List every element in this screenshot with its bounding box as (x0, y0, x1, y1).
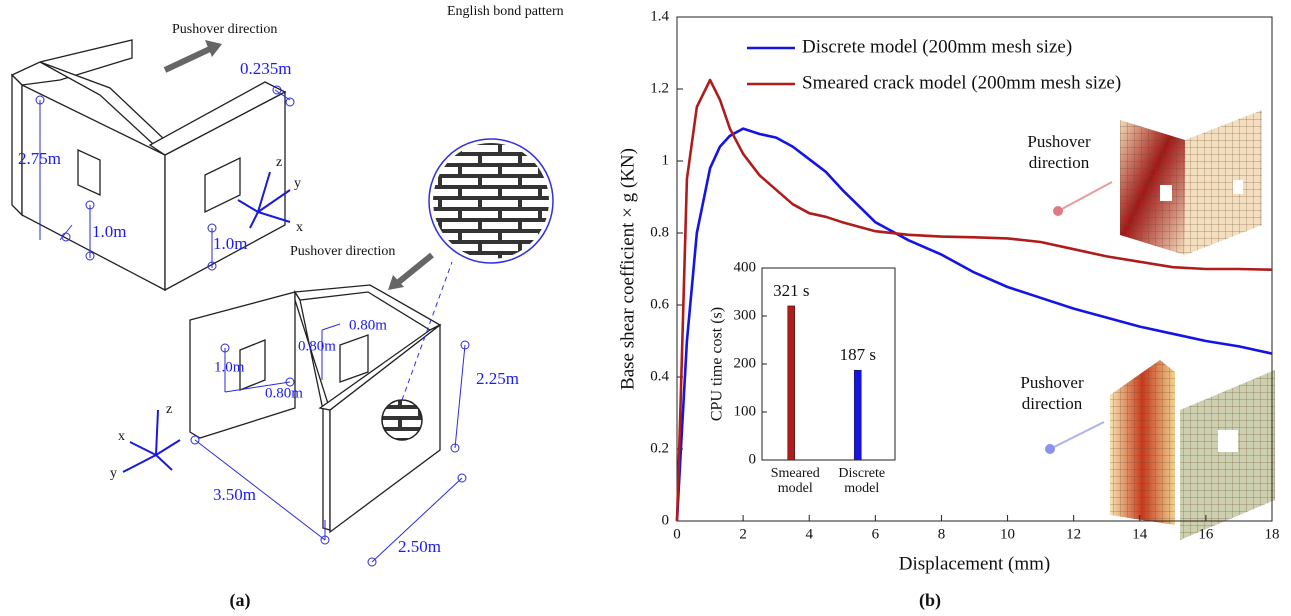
y-tick-label: 400 (734, 259, 757, 275)
y-tick-label: 100 (734, 403, 757, 419)
y-tick-label: 0.4 (650, 368, 669, 384)
x-tick-label: 0 (673, 526, 681, 542)
dimension-label: 2.50m (398, 537, 441, 556)
x-axis-title: Displacement (mm) (899, 553, 1050, 574)
panel-label: (b) (919, 590, 941, 611)
plot-frame (761, 267, 896, 461)
y-tick-label: 1.4 (650, 8, 669, 24)
bottom-building (122, 138, 554, 567)
x-tick-label: Discrete model (838, 466, 885, 496)
dimension-label: 0.80m (298, 338, 336, 354)
y-tick-label: 0.8 (650, 224, 669, 240)
dimension-label: 1.0m (92, 222, 126, 241)
bar (853, 369, 862, 461)
y-tick-label: 1 (662, 152, 670, 168)
annotation: Pushover direction (1027, 132, 1091, 172)
axis-label: y (294, 176, 301, 191)
top-building (10, 39, 295, 292)
x-tick-label: 4 (805, 526, 813, 542)
axis-label: y (110, 466, 117, 481)
axis-label: z (276, 155, 282, 170)
axis-label: x (296, 220, 303, 235)
dimension-label: 2.75m (18, 149, 61, 168)
y-tick-label: 1.2 (650, 80, 669, 96)
x-tick-label: 6 (872, 526, 880, 542)
dimension-label: 3.50m (213, 485, 256, 504)
pushover-label: Pushover direction (172, 22, 277, 37)
dimension-label: 1.0m (213, 234, 247, 253)
mesh-illustration (1045, 110, 1275, 540)
y-tick-label: 200 (734, 355, 757, 371)
axis-label: x (118, 429, 125, 444)
dimension-label: 0.80m (349, 317, 387, 333)
data-line (675, 127, 1273, 522)
value-label: 187 s (840, 345, 876, 364)
x-tick-label: 14 (1132, 526, 1148, 542)
x-tick-label: 8 (938, 526, 946, 542)
data-line (675, 78, 1273, 522)
x-tick-label: 2 (739, 526, 747, 542)
pushover-label: Pushover direction (290, 244, 395, 259)
x-tick-label: 10 (1000, 526, 1015, 542)
y-tick-label: 0.6 (650, 296, 669, 312)
y-tick-label: 0 (662, 512, 670, 528)
legend-label: Smeared crack model (200mm mesh size) (802, 72, 1121, 93)
dimension-label: 1.0m (214, 359, 245, 375)
x-tick-label: 18 (1265, 526, 1280, 542)
bar (787, 305, 796, 461)
y-axis-title: Base shear coefficient × g (KN) (617, 148, 638, 390)
y-tick-label: 0.2 (650, 440, 669, 456)
x-tick-label: 16 (1198, 526, 1214, 542)
y-axis-title: CPU time cost (s) (709, 307, 726, 421)
y-tick-label: 0 (749, 451, 757, 467)
y-tick-label: 300 (734, 307, 757, 323)
bond-label: English bond pattern (447, 4, 564, 19)
x-tick-label: 12 (1066, 526, 1081, 542)
x-tick-label: Smeared model (771, 466, 820, 496)
panel-label: (a) (230, 590, 251, 611)
dimension-label: 0.235m (240, 59, 291, 78)
dimension-label: 0.80m (265, 385, 303, 401)
value-label: 321 s (773, 281, 809, 300)
legend-label: Discrete model (200mm mesh size) (802, 36, 1072, 57)
annotation: Pushover direction (1020, 373, 1084, 413)
axis-label: z (166, 402, 172, 417)
dimension-label: 2.25m (476, 369, 519, 388)
